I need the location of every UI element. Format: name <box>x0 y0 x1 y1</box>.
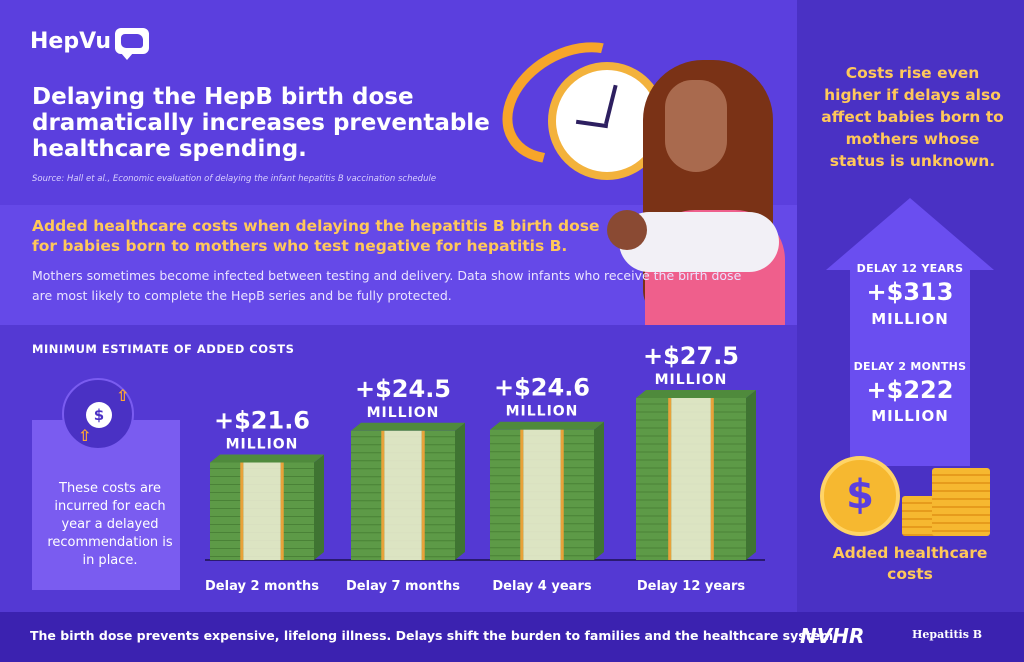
note-text: These costs are incurred for each year a… <box>47 481 173 568</box>
section-title: Added healthcare costs when delaying the… <box>32 217 600 255</box>
category-label: Delay 12 years <box>637 579 746 594</box>
bar-value-label: +$21.6 <box>214 407 310 435</box>
dollar-coin-icon: $ <box>86 402 112 428</box>
bar-value-label: +$24.6 <box>494 374 590 402</box>
rising-cost-icon: $ <box>62 378 134 450</box>
us-map-icon <box>115 28 149 60</box>
coin-stack-illustration: $ <box>820 456 1000 536</box>
sidebar-item-unit: MILLION <box>871 407 949 425</box>
category-label: Delay 7 months <box>346 579 460 594</box>
category-label: Delay 4 years <box>492 579 591 594</box>
cost-bar-chart: +$21.6 MILLION Delay 2 months +$24.5 MILLION… <box>205 342 765 594</box>
category-label: Delay 2 months <box>205 579 319 594</box>
sidebar-item-label: DELAY 2 MONTHS <box>853 360 967 373</box>
bar-unit-label: MILLION <box>226 437 299 453</box>
chart-bar <box>490 421 604 560</box>
logo-text: HepVu <box>30 28 111 54</box>
section-description: Mothers sometimes become infected betwee… <box>32 268 742 303</box>
sidebar-item-unit: MILLION <box>871 310 949 328</box>
sidebar-intro: Costs rise even higher if delays also af… <box>821 64 1004 170</box>
nvhr-logo[interactable]: NVHR <box>800 624 865 648</box>
chart-bar <box>210 454 324 560</box>
bar-value-label: +$27.5 <box>643 342 739 370</box>
page-title: Delaying the HepB birth dose dramaticall… <box>32 84 490 162</box>
sidebar-caption: Added healthcare costs <box>832 544 988 583</box>
bar-unit-label: MILLION <box>367 405 440 421</box>
sidebar-item-value: +$313 <box>866 278 954 306</box>
chart-title: MINIMUM ESTIMATE OF ADDED COSTS <box>32 342 295 356</box>
arrow-up-icon: ⇧ <box>116 386 130 405</box>
bar-unit-label: MILLION <box>655 372 728 388</box>
sidebar-item-label: DELAY 12 YEARS <box>856 262 964 275</box>
dollar-coin-icon: $ <box>820 456 900 536</box>
bar-unit-label: MILLION <box>506 404 579 420</box>
source-citation: Source: Hall et al., Economic evaluation… <box>32 174 437 184</box>
mother-with-baby-illustration <box>607 60 805 325</box>
footer-bar <box>0 612 1024 662</box>
bar-value-label: +$24.5 <box>355 375 451 403</box>
up-arrow-graphic <box>826 198 994 466</box>
hepvu-logo[interactable]: HepVu <box>30 28 149 60</box>
hepatitis-b-foundation-logo[interactable]: Hepatitis B <box>912 628 983 641</box>
arrow-up-icon: ⇧ <box>78 426 92 445</box>
chart-bar <box>351 422 465 560</box>
chart-bar <box>636 390 756 560</box>
sidebar-item-value: +$222 <box>866 376 954 404</box>
footer-text: The birth dose prevents expensive, lifel… <box>30 628 838 643</box>
